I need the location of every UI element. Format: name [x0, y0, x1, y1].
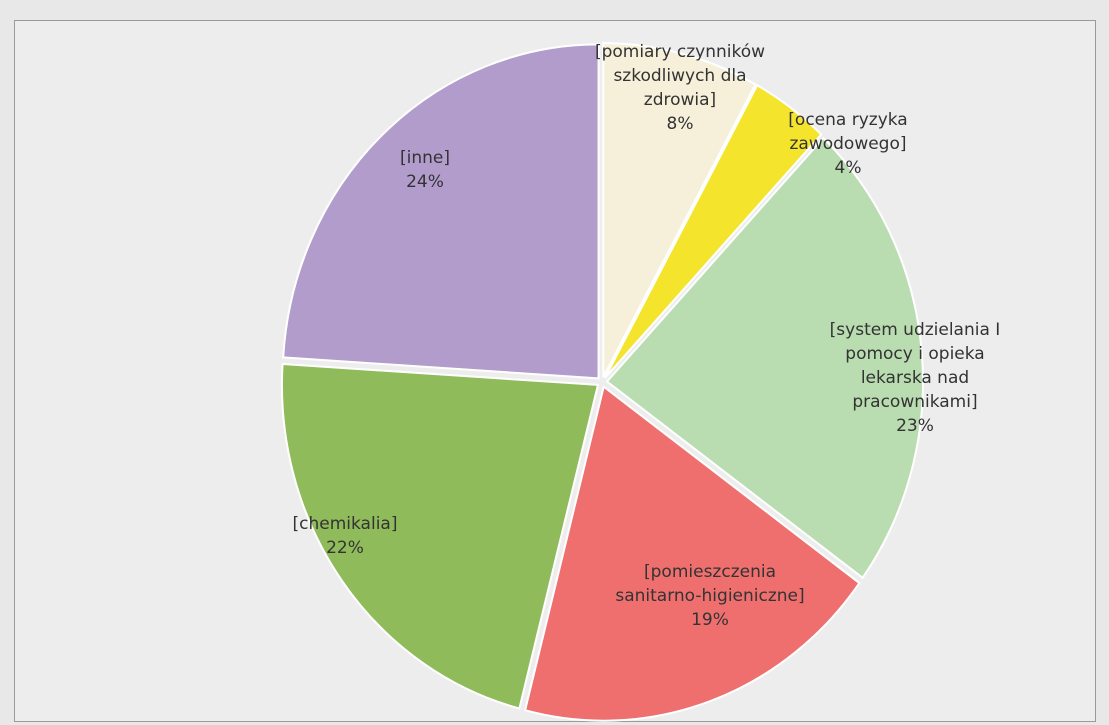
- category-label: [chemikalia]: [292, 514, 398, 534]
- category-label: [inne]: [400, 148, 450, 168]
- slice-label: [pomieszczenia sanitarno-higieniczne] 19%: [615, 560, 805, 632]
- value-label: 8%: [666, 114, 694, 134]
- slice-label: [pomiary czynników szkodliwych dla zdrow…: [585, 40, 775, 136]
- pie-slice: [281, 362, 600, 710]
- category-label: [ocena ryzyka zawodowego]: [788, 110, 908, 154]
- slice-label: [chemikalia] 22%: [250, 512, 440, 560]
- slice-label: [ocena ryzyka zawodowego] 4%: [753, 108, 943, 180]
- pie-slice: [523, 384, 861, 722]
- category-label: [system udzielania I pomocy i opieka lek…: [829, 320, 1001, 412]
- category-label: [pomieszczenia sanitarno-higieniczne]: [615, 562, 805, 606]
- value-label: 23%: [896, 416, 934, 436]
- slice-label: [system udzielania I pomocy i opieka lek…: [820, 318, 1010, 438]
- value-label: 19%: [691, 610, 729, 630]
- value-label: 4%: [834, 158, 862, 178]
- pie-slice: [604, 83, 823, 379]
- category-label: [pomiary czynników szkodliwych dla zdrow…: [594, 42, 766, 110]
- pie-slice: [602, 42, 757, 378]
- slice-label: [inne] 24%: [330, 146, 520, 194]
- value-label: 24%: [406, 172, 444, 192]
- pie-slice: [282, 43, 600, 380]
- pie-slice: [605, 136, 924, 580]
- value-label: 22%: [326, 538, 364, 558]
